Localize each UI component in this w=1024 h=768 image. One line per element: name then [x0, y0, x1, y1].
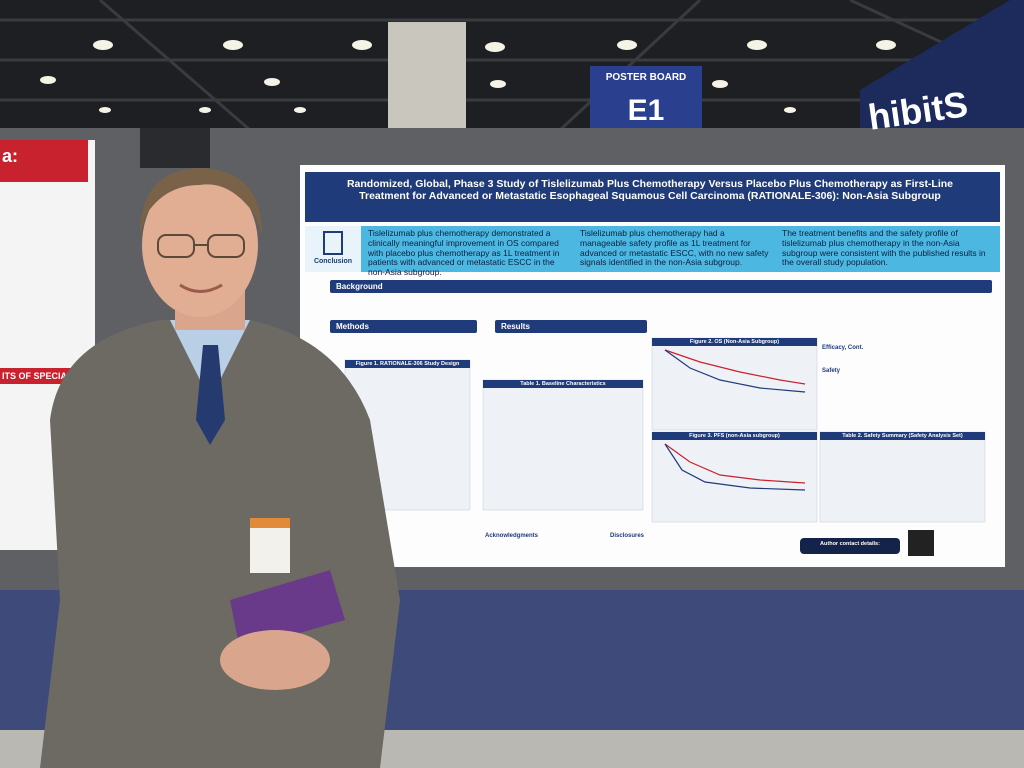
exhibits-banner: [860, 0, 1024, 135]
figure-1-caption: Figure 1. RATIONALE-306 Study Design: [345, 360, 470, 368]
acknowledgments-heading: Acknowledgments: [485, 533, 539, 539]
board-clamp: [140, 128, 210, 168]
conclusion-3: The treatment benefits and the safety pr…: [782, 228, 986, 268]
poster-title-bar: [305, 172, 1000, 222]
km-curves: [664, 349, 806, 491]
left-poster: [0, 140, 95, 550]
left-poster-header-text: a:: [2, 146, 19, 166]
poster-board-number: E1: [627, 94, 665, 127]
safety-heading: Safety: [822, 368, 841, 374]
conclusion-icon: [323, 231, 343, 255]
contact-pill: [800, 538, 900, 554]
table-1-caption: Table 1. Baseline Characteristics: [483, 380, 643, 388]
pillar: [388, 22, 466, 132]
conclusion-2: Tislelizumab plus chemotherapy had a man…: [580, 228, 769, 268]
poster-board-label: POSTER BOARD: [605, 72, 687, 83]
conclusion-1: Tislelizumab plus chemotherapy demonstra…: [368, 228, 560, 278]
figure-2-caption: Figure 2. OS (Non-Asia Subgroup): [652, 338, 817, 346]
figure-panels: [344, 337, 986, 523]
conclusion-label: Conclusion: [313, 258, 353, 265]
poster-board-sign: [590, 66, 702, 138]
conclusion-band: [305, 226, 1000, 272]
contact-text: Author contact details:: [820, 541, 880, 547]
results-header: Results: [495, 320, 647, 333]
methods-header: Methods: [330, 320, 477, 333]
trusses: [0, 0, 1024, 132]
conclusion-icon-box: [305, 226, 361, 272]
floor: [0, 730, 1024, 768]
ceiling: [0, 0, 1024, 140]
ceiling-lights: [40, 40, 896, 113]
left-poster-header: [0, 140, 88, 182]
figure-3-caption: Figure 3. PFS (non-Asia subgroup): [652, 432, 817, 440]
carpet: [0, 590, 1024, 735]
background-header: Background: [330, 280, 992, 293]
poster-title: Randomized, Global, Phase 3 Study of Tis…: [346, 178, 954, 203]
table-2-caption: Table 2. Safety Summary (Safety Analysis…: [820, 432, 985, 440]
left-poster-subheader: ITS OF SPECIA: [2, 371, 68, 381]
efficacy-heading: Efficacy, Cont.: [822, 345, 864, 351]
qr-code: [908, 530, 934, 556]
disclosures-heading: Disclosures: [610, 533, 645, 539]
